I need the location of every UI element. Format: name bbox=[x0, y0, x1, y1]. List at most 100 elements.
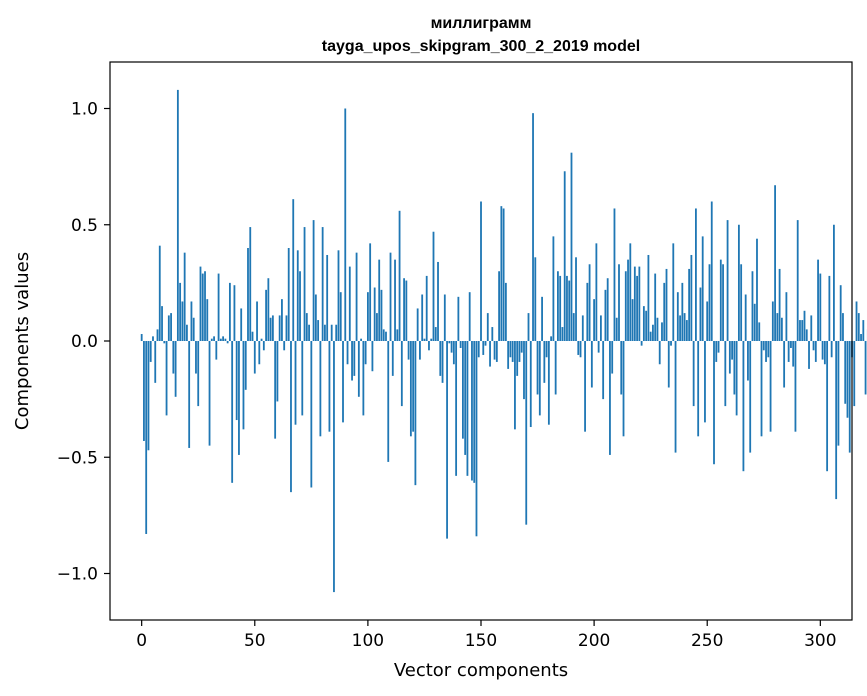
bar bbox=[713, 341, 715, 465]
bar bbox=[328, 341, 331, 432]
bar bbox=[523, 341, 525, 400]
bar bbox=[233, 285, 236, 341]
bar bbox=[378, 259, 381, 341]
bar bbox=[541, 296, 543, 341]
bar bbox=[353, 341, 356, 376]
bar bbox=[314, 294, 317, 341]
bar bbox=[780, 317, 783, 341]
bar bbox=[226, 341, 229, 344]
y-tick-label: −1.0 bbox=[57, 565, 98, 585]
bar bbox=[199, 266, 202, 341]
bar bbox=[421, 294, 424, 341]
bar bbox=[756, 238, 758, 341]
bar bbox=[511, 341, 514, 362]
bar bbox=[532, 113, 534, 342]
bar bbox=[396, 329, 399, 342]
x-tick-label: 0 bbox=[136, 631, 147, 651]
bar bbox=[172, 341, 175, 374]
bar bbox=[724, 341, 727, 407]
bar bbox=[740, 264, 743, 341]
bar-series bbox=[140, 89, 867, 593]
bar bbox=[726, 220, 729, 341]
bar bbox=[719, 259, 722, 341]
bar bbox=[642, 306, 645, 342]
bar bbox=[708, 264, 711, 341]
bar bbox=[609, 341, 611, 455]
bar bbox=[260, 338, 263, 341]
bar bbox=[826, 341, 829, 472]
bar bbox=[183, 252, 186, 341]
bar bbox=[466, 341, 469, 476]
bar bbox=[758, 322, 761, 341]
bar bbox=[629, 243, 632, 341]
bar bbox=[581, 315, 584, 341]
bar bbox=[645, 310, 648, 341]
bar bbox=[428, 341, 430, 351]
bar bbox=[688, 268, 691, 341]
bar bbox=[783, 341, 786, 388]
bar bbox=[595, 243, 598, 341]
x-axis-label: Vector components bbox=[394, 660, 568, 681]
bar bbox=[663, 282, 666, 342]
bar bbox=[670, 341, 672, 346]
bar bbox=[674, 341, 677, 453]
bar bbox=[491, 327, 494, 341]
y-tick-label: −0.5 bbox=[57, 448, 98, 468]
bar bbox=[647, 254, 650, 341]
bar bbox=[446, 341, 448, 539]
bar bbox=[855, 301, 858, 341]
bar bbox=[835, 341, 838, 500]
bar bbox=[604, 289, 607, 341]
bar bbox=[649, 331, 652, 341]
bar bbox=[787, 341, 790, 362]
bar bbox=[566, 275, 568, 341]
bar bbox=[814, 341, 817, 362]
bar bbox=[140, 334, 143, 341]
bar bbox=[848, 341, 851, 453]
bar bbox=[430, 338, 433, 341]
bar bbox=[514, 341, 516, 430]
x-tick-label: 100 bbox=[352, 631, 384, 651]
bar bbox=[296, 250, 299, 341]
bar bbox=[701, 236, 704, 342]
bar bbox=[830, 341, 833, 358]
bar bbox=[529, 341, 532, 428]
bar bbox=[561, 327, 564, 341]
bar bbox=[518, 341, 521, 362]
bar bbox=[355, 252, 358, 341]
bar bbox=[351, 341, 353, 381]
bar bbox=[244, 341, 247, 390]
bar bbox=[213, 336, 215, 341]
bar bbox=[251, 331, 254, 341]
bar bbox=[249, 227, 252, 341]
bar bbox=[717, 341, 720, 353]
y-tick-label: 1.0 bbox=[71, 100, 98, 120]
bar bbox=[817, 259, 819, 341]
bar bbox=[776, 313, 779, 341]
bar bbox=[324, 324, 326, 341]
bar bbox=[842, 313, 844, 341]
bar bbox=[464, 341, 467, 455]
bar bbox=[152, 336, 154, 341]
bar bbox=[231, 341, 234, 483]
bar bbox=[290, 341, 292, 493]
bar bbox=[362, 341, 365, 416]
bar bbox=[538, 341, 541, 416]
y-axis: −1.0 −0.5 0.0 0.5 1.0 bbox=[57, 100, 110, 585]
bar bbox=[611, 341, 614, 374]
bar bbox=[366, 292, 369, 341]
bar bbox=[667, 341, 670, 388]
bar bbox=[527, 313, 530, 341]
bar bbox=[333, 341, 335, 593]
bar bbox=[468, 292, 471, 341]
bar bbox=[409, 341, 412, 437]
bar bbox=[471, 341, 473, 481]
bar bbox=[520, 341, 523, 353]
bar bbox=[769, 341, 772, 432]
bar bbox=[303, 227, 306, 341]
bar bbox=[326, 254, 329, 341]
bar bbox=[615, 317, 618, 341]
bar bbox=[853, 341, 856, 407]
bar bbox=[346, 341, 349, 365]
bar bbox=[828, 275, 831, 341]
